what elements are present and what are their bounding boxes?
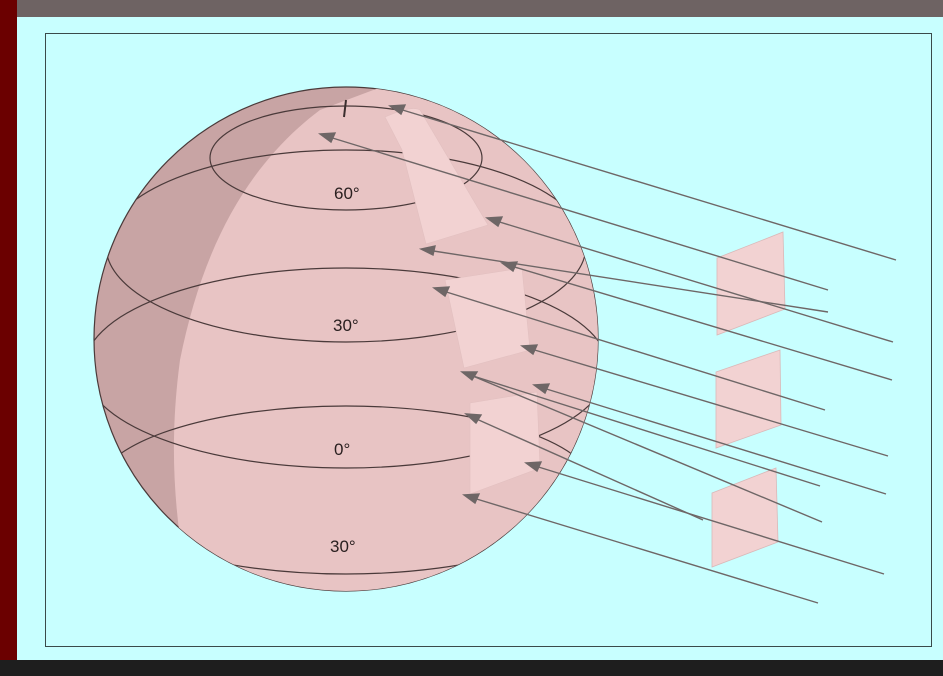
latitude-label-equator: 0° [334, 440, 350, 459]
beam-patch-high-latitude [384, 108, 489, 245]
ray [531, 464, 885, 575]
window-top-border [0, 0, 943, 17]
ray-arrowhead [462, 493, 481, 505]
latitude-label-60: 60° [334, 184, 360, 203]
ray [507, 264, 893, 381]
ray-arrowhead [524, 461, 543, 473]
beam-cross-section-1 [716, 231, 786, 336]
sun-rays [318, 104, 897, 604]
latitude-label-30-south: 30° [330, 537, 356, 556]
ray [439, 289, 826, 411]
window-left-border [0, 0, 17, 660]
ray [426, 249, 829, 313]
ray-arrowhead [520, 344, 539, 356]
ray [471, 416, 704, 521]
ray [467, 373, 823, 523]
ray [527, 347, 889, 457]
ray-arrowhead [418, 245, 436, 257]
ray [325, 135, 829, 291]
ray-arrowhead [464, 413, 483, 425]
north-pole-mark [343, 99, 347, 118]
diagram-border [45, 33, 932, 647]
beam-cross-section-2 [715, 349, 782, 449]
ray-arrowhead [432, 286, 451, 298]
ray [492, 219, 894, 343]
ray-arrowhead [485, 216, 504, 228]
ray-arrowhead [388, 104, 407, 116]
beam-cross-section-3 [711, 467, 779, 568]
ray-arrowhead [532, 383, 551, 395]
ray [539, 386, 887, 495]
window-bottom-border [0, 660, 943, 676]
ray-arrowhead [318, 132, 337, 144]
ray [395, 107, 897, 261]
latitude-line-equator [94, 267, 598, 469]
ray [469, 496, 819, 604]
ray [469, 374, 821, 487]
latitude-label-30-north: 30° [333, 316, 359, 335]
